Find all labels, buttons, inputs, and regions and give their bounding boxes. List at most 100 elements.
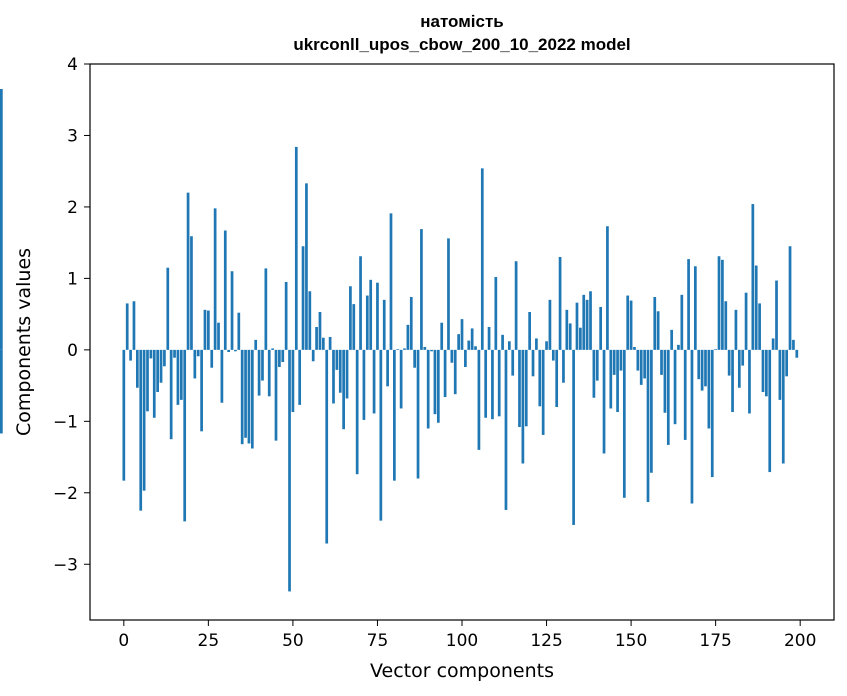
- bar: [599, 306, 603, 350]
- bar: [589, 291, 592, 350]
- bar: [261, 349, 264, 381]
- bar: [724, 301, 728, 350]
- chart-title: натомість: [420, 12, 504, 31]
- bar: [308, 291, 312, 350]
- bar: [230, 271, 234, 350]
- bar: [291, 349, 295, 413]
- bar: [349, 286, 352, 350]
- bar: [470, 328, 474, 350]
- bar: [524, 349, 528, 427]
- chart-subtitle: ukrconll_upos_cbow_200_10_2022 model: [293, 35, 631, 54]
- bar: [372, 349, 376, 414]
- bar: [737, 349, 741, 388]
- bar: [690, 349, 694, 504]
- bar: [298, 349, 302, 405]
- bar: [491, 349, 494, 420]
- bar: [213, 208, 217, 350]
- bar: [639, 349, 643, 385]
- bar: [335, 349, 339, 370]
- bar: [727, 349, 731, 376]
- bar: [423, 347, 427, 350]
- y-tick-label: −3: [53, 555, 78, 575]
- bar: [683, 349, 687, 440]
- bar: [183, 349, 187, 522]
- bar: [345, 349, 349, 399]
- bar: [629, 300, 633, 350]
- bar: [795, 349, 799, 358]
- bar: [511, 349, 515, 376]
- bar: [778, 349, 782, 400]
- bar: [626, 295, 630, 350]
- bar: [643, 349, 646, 379]
- bar: [305, 183, 308, 350]
- bar: [677, 344, 680, 350]
- bar: [568, 323, 572, 350]
- bar: [240, 349, 244, 445]
- bar: [484, 349, 488, 418]
- y-tick-label: −2: [53, 484, 78, 504]
- bar: [619, 349, 623, 371]
- bar: [318, 311, 322, 350]
- bar: [406, 324, 410, 350]
- bar: [254, 339, 258, 350]
- bar: [0, 89, 3, 350]
- bar: [430, 349, 433, 352]
- bar: [616, 349, 619, 413]
- bar: [179, 349, 183, 400]
- bar: [548, 299, 552, 350]
- bar: [281, 349, 285, 363]
- y-tick-label: 3: [67, 126, 78, 146]
- y-axis-ticks: −3 −2 −1 0 1 2 3 4: [53, 55, 90, 575]
- bar: [741, 349, 745, 366]
- bar: [250, 349, 254, 449]
- bar: [173, 349, 176, 358]
- bar: [754, 265, 758, 350]
- y-tick-label: 2: [67, 198, 78, 218]
- bar: [714, 349, 717, 350]
- bar: [453, 349, 457, 395]
- bar: [700, 349, 704, 391]
- bar: [721, 259, 724, 350]
- bar: [480, 168, 484, 350]
- bar: [132, 301, 136, 350]
- bar: [382, 299, 386, 350]
- bar: [633, 347, 636, 350]
- bar: [342, 349, 345, 430]
- bar: [592, 349, 596, 398]
- bar: [447, 238, 450, 350]
- bar: [396, 349, 400, 350]
- bar: [612, 349, 616, 375]
- bar: [142, 349, 146, 491]
- bar: [602, 349, 606, 454]
- bar: [257, 349, 261, 396]
- bar: [646, 349, 650, 503]
- bar: [464, 349, 467, 368]
- bar: [443, 349, 447, 398]
- bar: [403, 348, 406, 350]
- bar: [785, 349, 789, 377]
- bar: [166, 267, 170, 350]
- bar: [467, 340, 471, 350]
- bar: [220, 349, 224, 403]
- bar: [636, 349, 640, 371]
- bar: [551, 349, 555, 361]
- bar: [504, 349, 508, 510]
- y-tick-label: 1: [67, 269, 78, 289]
- bar: [579, 327, 582, 350]
- bar: [355, 349, 359, 475]
- bar: [159, 349, 163, 383]
- x-tick-label: 200: [784, 631, 816, 651]
- y-axis-label: Components values: [13, 248, 35, 436]
- bar: [338, 349, 342, 393]
- bar: [450, 349, 454, 363]
- bar: [271, 348, 274, 350]
- bar: [660, 349, 663, 375]
- bar: [440, 322, 444, 350]
- bar: [267, 349, 271, 397]
- x-tick-label: 50: [282, 631, 304, 651]
- x-tick-label: 75: [367, 631, 389, 651]
- bar: [717, 256, 721, 350]
- bar: [352, 304, 356, 350]
- bar: [359, 256, 362, 350]
